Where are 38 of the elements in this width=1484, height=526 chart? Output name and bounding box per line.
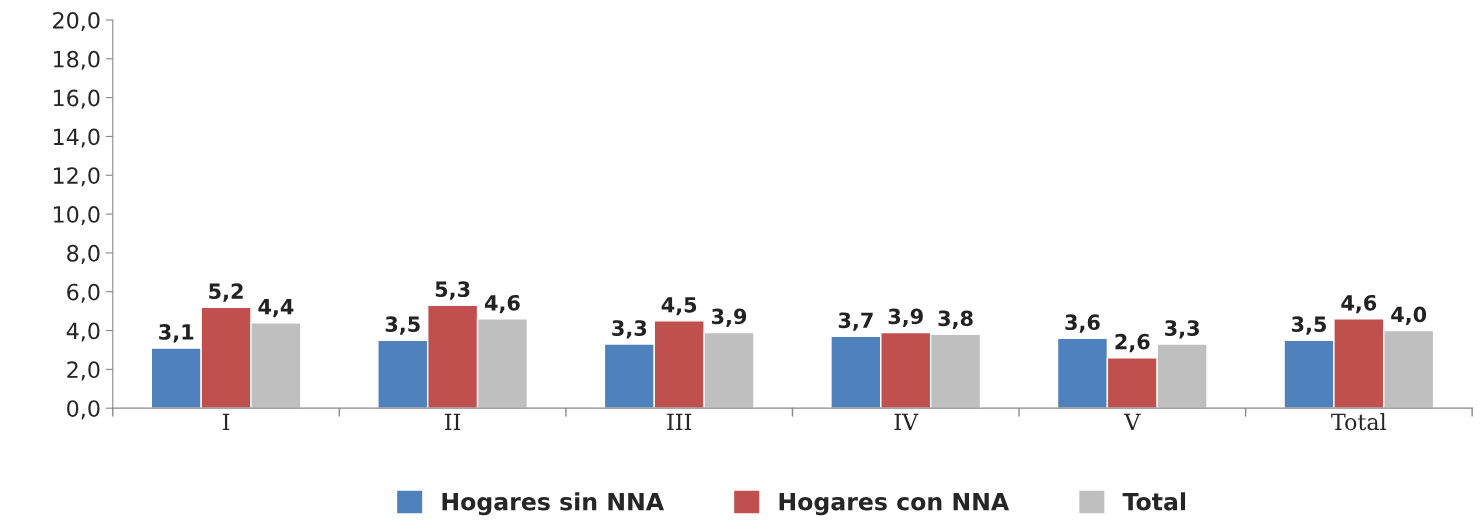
data-label: 4,6 [1341, 294, 1377, 314]
data-label: 3,5 [1291, 316, 1327, 335]
data-label: 3,3 [1165, 320, 1199, 339]
y-tick-label: 0,0 [67, 400, 100, 420]
data-label: 5,2 [209, 283, 243, 302]
data-label: 3,7 [838, 312, 873, 331]
data-label: 3,3 [612, 320, 647, 339]
x-tick-label: IV [894, 413, 919, 430]
data-label: 3,9 [888, 308, 923, 327]
y-tick-label: 4,0 [66, 322, 100, 342]
data-label: 4,6 [484, 294, 520, 314]
y-tick-label: 12,0 [53, 167, 100, 187]
data-label: 3,8 [938, 310, 973, 329]
data-label: 4,5 [661, 297, 697, 316]
y-tick-label: 18,0 [53, 50, 100, 70]
x-tick-label: I [222, 413, 230, 430]
data-label: 5,3 [435, 281, 470, 300]
data-label: 3,5 [385, 316, 420, 335]
y-tick-label: 6,0 [67, 283, 100, 303]
data-label: 4,4 [258, 299, 294, 318]
legend-label: Hogares sin NNA [442, 492, 664, 516]
x-tick-label: Total [1331, 413, 1387, 431]
data-label: 3,6 [1065, 314, 1100, 333]
x-tick-label: II [445, 413, 461, 430]
y-tick-label: 10,0 [53, 206, 100, 226]
y-tick-label: 2,0 [67, 361, 100, 381]
data-label: 2,6 [1115, 333, 1150, 353]
legend-label: Hogares con NNA [779, 492, 1010, 516]
data-label: 3,9 [711, 308, 747, 327]
y-tick-label: 14,0 [53, 128, 100, 148]
data-label: 3,1 [159, 324, 194, 343]
legend-label: Total [1122, 492, 1186, 511]
x-tick-label: V [1124, 413, 1141, 430]
x-tick-label: III [667, 413, 692, 430]
y-tick-label: 8,0 [67, 244, 100, 264]
y-tick-label: 20,0 [53, 11, 100, 32]
y-tick-label: 16,0 [53, 89, 100, 109]
data-label: 4,0 [1391, 306, 1427, 325]
